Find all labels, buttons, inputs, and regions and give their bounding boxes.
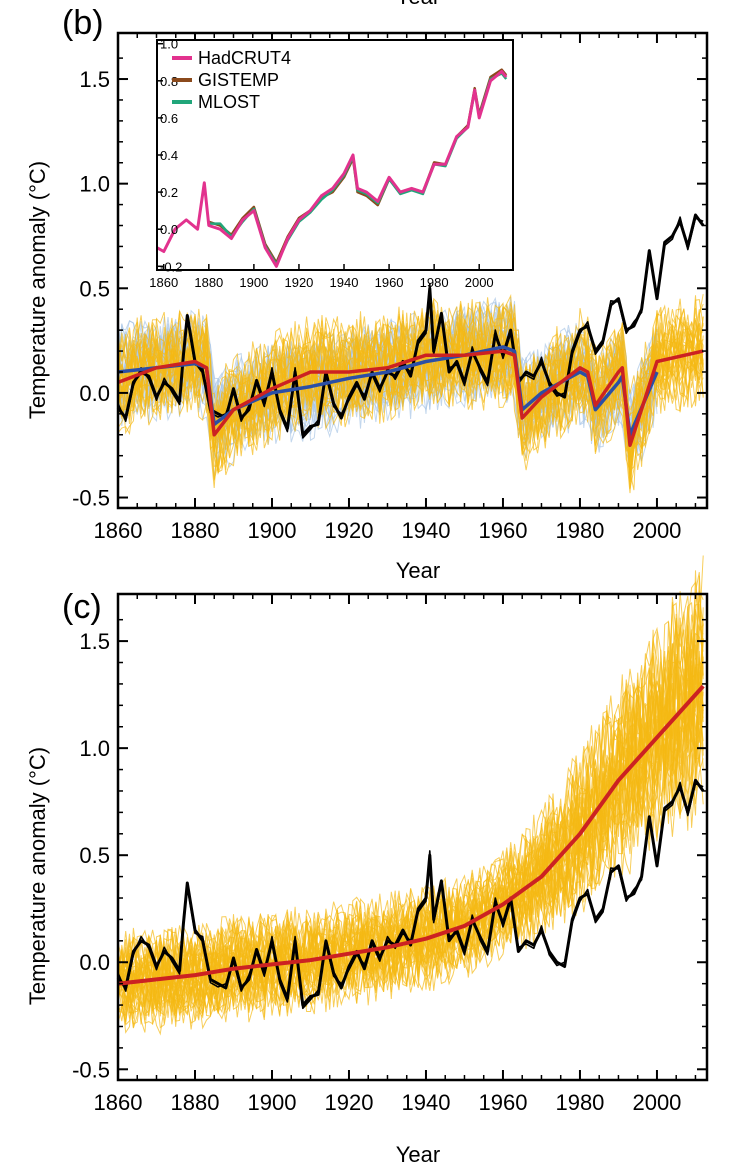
inset-x-tick-label: 1960	[375, 275, 404, 290]
inset-y-tick-label: 0.2	[160, 185, 178, 200]
model-ensemble-member	[117, 668, 704, 1024]
x-tick-label: 2000	[632, 518, 681, 543]
x-tick-label: 2000	[632, 1090, 681, 1115]
inset-x-tick-label: 1940	[330, 275, 359, 290]
inset-ticks	[157, 42, 480, 270]
inset-x-tick-label: 1880	[194, 275, 223, 290]
inset-y-tick-label: 0.4	[160, 148, 178, 163]
x-tick-label: 1960	[478, 1090, 527, 1115]
x-tick-label: 1900	[248, 1090, 297, 1115]
panel-c-label: (c)	[62, 588, 102, 626]
model-ensemble-member	[117, 617, 704, 992]
panel-c-tick-labels: 1860 1880 1900 1920 1940 1960 1980 2000 -0.5 0.0 0…	[72, 629, 681, 1115]
panel-b-inset: 1860 1880 1900 1920 1940 1960 1980 2000 -0.2 0.0 0…	[149, 37, 514, 290]
legend-label: GISTEMP	[198, 70, 279, 90]
y-tick-label: 1.5	[79, 67, 110, 92]
x-tick-label: 1940	[401, 1090, 450, 1115]
inset-x-tick-label: 1980	[420, 275, 449, 290]
panel-b-label: (b)	[62, 4, 104, 42]
model-ensemble-member	[117, 592, 704, 993]
inset-x-tick-label: 1900	[239, 275, 268, 290]
inset-x-tick-label: 2000	[465, 275, 494, 290]
inset-y-tick-label: 0.6	[160, 111, 178, 126]
inset-y-tick-label: 0.8	[160, 74, 178, 89]
panel-c-ticks	[117, 594, 707, 1080]
x-tick-label: 1880	[171, 1090, 220, 1115]
inset-y-tick-label: 0.0	[160, 222, 178, 237]
y-tick-label: 1.0	[79, 736, 110, 761]
x-tick-label: 1880	[171, 518, 220, 543]
x-tick-label: 1900	[248, 518, 297, 543]
legend-label: HadCRUT4	[198, 48, 291, 68]
x-tick-label: 1860	[94, 518, 143, 543]
inset-y-tick-label: 1.0	[160, 37, 178, 52]
panel-c-xlabel: Year	[396, 1142, 440, 1167]
panel-b-plot-frame	[116, 31, 709, 510]
y-tick-label: 0.0	[79, 381, 110, 406]
y-tick-label: 0.5	[79, 843, 110, 868]
panel-b-tick-labels: 1860 1880 1900 1920 1940 1960 1980 2000 -0.5 0.0 0…	[72, 67, 681, 543]
x-tick-label: 1980	[555, 518, 604, 543]
y-tick-label: -0.5	[72, 486, 110, 511]
x-tick-label: 1920	[325, 1090, 374, 1115]
model-ensemble-member	[117, 345, 704, 491]
panel-c-ylabel: Temperature anomaly (°C)	[25, 747, 50, 1005]
y-tick-label: -0.5	[72, 1057, 110, 1082]
x-tick-label: 1920	[325, 518, 374, 543]
legend-label: MLOST	[198, 92, 260, 112]
panel-b-ylabel: Temperature anomaly (°C)	[25, 161, 50, 419]
panel-b-xlabel: Year	[396, 558, 440, 583]
inset-hadcrut4-line	[156, 70, 508, 268]
inset-background	[157, 40, 513, 270]
panel-c-plot-frame	[116, 592, 709, 1082]
panel-b: (b) 1860 1880 1900 1920 1940 1960 1980 2000 -0.5…	[25, 4, 709, 583]
panel-b-ticks	[117, 33, 707, 508]
model-mean-line	[117, 349, 704, 447]
model-ensemble-member	[117, 309, 704, 452]
model-mean-line	[117, 684, 705, 986]
y-tick-label: 0.5	[79, 276, 110, 301]
panel-c: (c) 1860 1880 1900 1920 1940 1960 1980 2000 -0.5…	[25, 555, 709, 1167]
top-cut-year-label: Year	[396, 0, 440, 9]
model-ensemble-member	[117, 674, 704, 1034]
inset-series	[156, 68, 508, 268]
x-tick-label: 1860	[94, 1090, 143, 1115]
model-ensemble-member	[117, 590, 704, 1004]
inset-x-tick-label: 1860	[149, 275, 178, 290]
panel-b-series	[116, 213, 705, 447]
inset-tick-labels: 1860 1880 1900 1920 1940 1960 1980 2000 -0.2 0.0 0…	[149, 37, 493, 290]
y-tick-label: 1.0	[79, 172, 110, 197]
inset-x-tick-label: 1920	[284, 275, 313, 290]
inset-y-tick-label: -0.2	[160, 259, 182, 274]
y-tick-label: 1.5	[79, 629, 110, 654]
x-tick-label: 1980	[555, 1090, 604, 1115]
y-tick-label: 0.0	[79, 950, 110, 975]
panel-c-series	[116, 684, 705, 1010]
x-tick-label: 1940	[401, 518, 450, 543]
x-tick-label: 1960	[478, 518, 527, 543]
